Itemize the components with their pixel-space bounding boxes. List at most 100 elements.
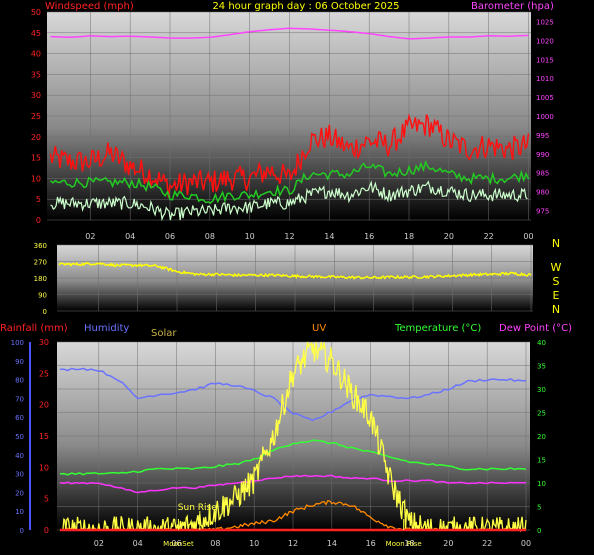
wind-x-tick-labels: 02 04 06 08 10 12 14 16 18 20 22 00 (85, 232, 533, 241)
barometer-tick: 1025 (536, 18, 554, 26)
windspeed-axis-label: Windspeed (mph) (45, 1, 134, 12)
barometer-tick: 985 (536, 170, 549, 178)
temperature-tick: 35 (537, 363, 546, 371)
temperature-tick: 10 (537, 480, 546, 488)
atmosphere-series (59, 341, 527, 533)
temperature-tick: 30 (537, 386, 546, 394)
wind-grid (47, 11, 531, 221)
atmosphere-header-label: Solar (151, 328, 177, 339)
humidity-tick: 60 (15, 414, 24, 422)
temperature-tick: 25 (537, 410, 546, 418)
barometer-line (50, 27, 529, 40)
humidity-tick: 50 (15, 433, 24, 441)
barometer-tick: 1000 (536, 113, 554, 121)
barometer-axis-label: Barometer (hpa) (471, 1, 554, 12)
wind-x-tick: 06 (165, 232, 175, 241)
atmosphere-header-label: Temperature (°C) (394, 323, 481, 334)
atmosphere-x-tick: 02 (94, 539, 104, 548)
windspeed-tick: 5 (36, 195, 41, 204)
atmosphere-header-label: UV (312, 323, 326, 334)
temperature-tick: 15 (537, 457, 546, 465)
direction-tick: 90 (38, 292, 47, 300)
temperature-tick: 0 (537, 527, 541, 535)
atmosphere-x-tick: 06 (171, 539, 181, 548)
wind-x-tick: 12 (284, 232, 294, 241)
wind-x-tick: 10 (245, 232, 255, 241)
rainfall-tick: 15 (39, 432, 49, 441)
direction-tick: 270 (34, 259, 47, 267)
windspeed-tick: 45 (31, 29, 41, 38)
atmosphere-header-labels: Rainfall (mm) Humidity Solar UV Temperature … (0, 323, 572, 339)
atmosphere-x-tick: 12 (288, 539, 298, 548)
temperature-tick: 40 (537, 339, 546, 347)
atmosphere-x-tick: 10 (249, 539, 259, 548)
wind-x-tick: 00 (523, 232, 533, 241)
solar-line (60, 341, 527, 533)
chart-title: 24 hour graph day : 06 October 2025 (212, 1, 399, 12)
dewpoint-line (59, 474, 526, 494)
sun-moon-annotations: Sun Rise MoonSet Moon Rise (163, 503, 422, 548)
windspeed-tick: 20 (31, 133, 41, 142)
windspeed-tick: 35 (31, 70, 41, 79)
wind-x-tick: 18 (404, 232, 414, 241)
compass-label: N (552, 303, 560, 316)
temperature-line (59, 439, 527, 476)
windspeed-tick: 0 (36, 216, 41, 225)
windspeed-tick: 40 (31, 50, 41, 59)
humidity-tick: 10 (15, 508, 24, 516)
rainfall-tick: 25 (39, 369, 49, 378)
rainfall-tick: 5 (44, 495, 49, 504)
atmosphere-x-tick: 00 (521, 539, 531, 548)
atmosphere-header-label: Humidity (84, 323, 129, 334)
barometer-tick: 995 (536, 132, 549, 140)
wind-x-tick: 22 (484, 232, 494, 241)
atmosphere-x-tick: 14 (327, 539, 337, 548)
atmosphere-panel: Rainfall (mm) Humidity Solar UV Temperature … (0, 323, 572, 548)
windspeed-tick: 50 (31, 8, 41, 17)
temperature-tick: 20 (537, 433, 546, 441)
average-wind-line (50, 159, 530, 204)
atmosphere-x-tick-labels: 02 04 06 08 10 12 14 16 18 20 22 00 (94, 539, 531, 548)
humidity-tick: 90 (15, 358, 24, 366)
atmosphere-x-tick: 20 (443, 539, 453, 548)
humidity-tick: 40 (15, 452, 24, 460)
direction-tick: 360 (34, 242, 47, 250)
compass-label: N (552, 237, 560, 250)
humidity-tick: 0 (20, 527, 24, 535)
annotation-label: Sun Rise (178, 503, 217, 513)
wind-x-tick: 20 (444, 232, 454, 241)
windspeed-tick: 30 (31, 91, 41, 100)
windspeed-tick: 10 (31, 174, 41, 183)
windspeed-tick: 25 (31, 112, 41, 121)
rainfall-tick: 20 (39, 401, 49, 410)
barometer-tick: 990 (536, 151, 549, 159)
atmosphere-x-tick: 18 (404, 539, 414, 548)
barometer-tick-labels: 1025 1020 1015 1010 1005 1000 995 990 985 980 975 (536, 18, 554, 215)
direction-line (58, 261, 532, 280)
rainfall-tick: 0 (44, 526, 49, 535)
atmosphere-x-tick: 04 (133, 539, 143, 548)
atmosphere-x-tick: 16 (366, 539, 376, 548)
wind-x-tick: 16 (364, 232, 374, 241)
lull-wind-line (50, 180, 528, 222)
atmosphere-header-label: Dew Point (°C) (499, 323, 572, 334)
rainfall-tick-labels: 30 25 20 15 10 5 0 (39, 338, 49, 535)
gust-line (49, 113, 530, 198)
humidity-tick: 20 (15, 489, 24, 497)
compass-label: E (553, 289, 560, 302)
direction-tick-labels: 360 270 180 90 0 (34, 242, 47, 316)
direction-tick: 180 (34, 275, 47, 283)
barometer-tick: 975 (536, 208, 549, 216)
wind-series (49, 27, 530, 222)
wind-barometer-panel: 24 hour graph day : 06 October 2025 Wind… (31, 1, 554, 241)
humidity-tick: 70 (15, 395, 24, 403)
atmosphere-x-tick: 22 (482, 539, 492, 548)
barometer-tick: 1020 (536, 37, 554, 45)
temperature-tick-labels: 40 35 30 25 20 15 10 5 0 (537, 339, 546, 535)
temperature-tick: 5 (537, 504, 541, 512)
